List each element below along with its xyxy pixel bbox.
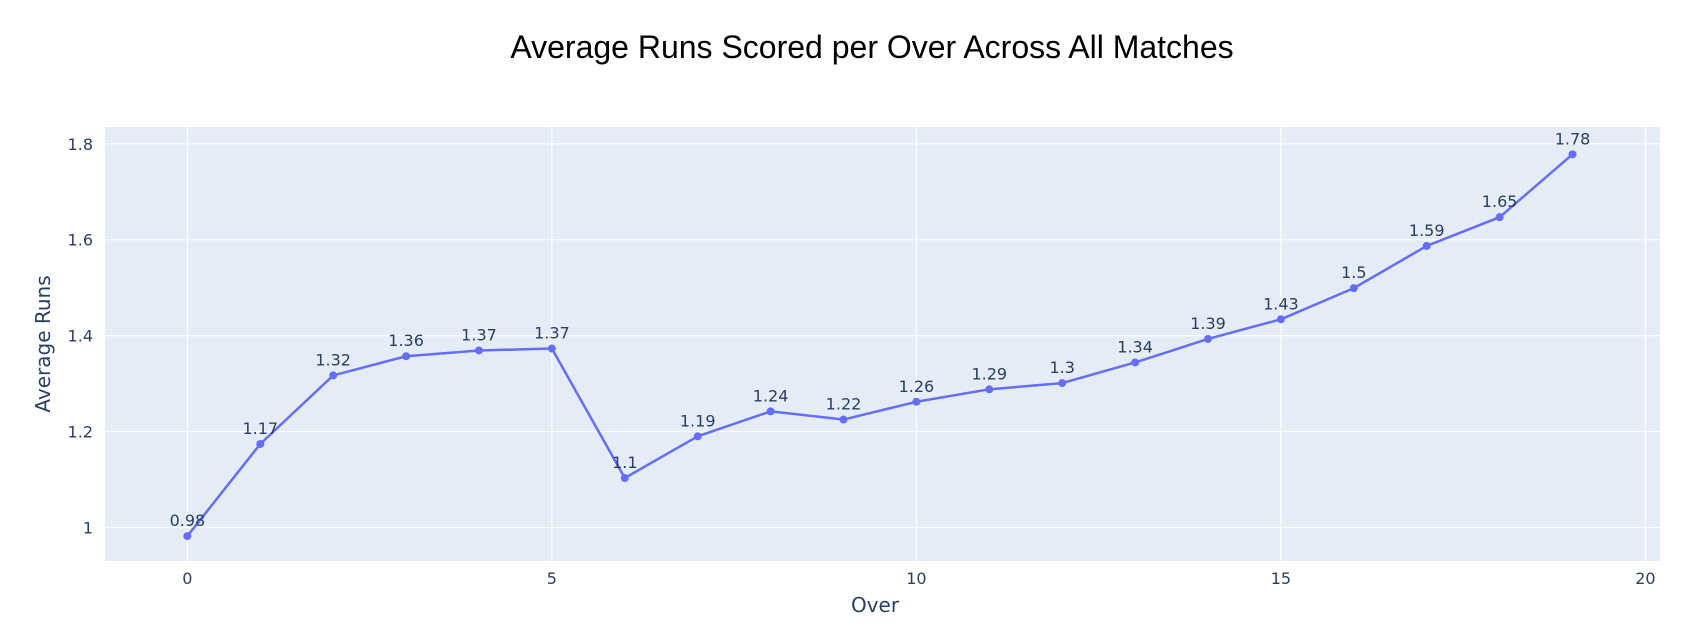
data-label: 1.19 [680,411,716,430]
plot-background [105,127,1660,561]
y-tick-label: 1.6 [68,231,93,250]
y-axis-title: Average Runs [31,275,55,412]
data-labels: 0.98 1.17 1.32 1.36 1.37 1.37 1.1 1.19 1.24 1.22 1… [170,129,1591,530]
data-point [912,397,921,406]
x-tick-label: 15 [1271,569,1291,588]
data-point [1276,315,1285,324]
data-label: 1.39 [1190,314,1226,333]
data-point [1422,241,1431,250]
data-point [839,415,848,424]
data-label: 1.34 [1117,337,1153,356]
data-point [547,344,556,353]
data-label: 1.65 [1482,192,1518,211]
data-label: 1.1 [612,453,637,472]
data-point [1568,150,1577,159]
data-point [1495,213,1504,222]
data-point [693,432,702,441]
data-point [985,385,994,394]
data-label: 1.43 [1263,294,1299,313]
y-tick-label: 1.4 [68,327,93,346]
x-tick-label: 10 [906,569,926,588]
data-points [183,150,1577,541]
data-label: 1.26 [899,377,935,396]
data-point [1131,358,1140,367]
data-point [256,439,265,448]
data-label: 1.37 [534,324,570,343]
grid-lines [105,127,1660,561]
data-label: 1.22 [826,395,862,414]
data-label: 1.5 [1341,263,1366,282]
data-label: 1.3 [1049,358,1074,377]
y-axis-ticks: 1 1.2 1.4 1.6 1.8 [68,135,93,538]
x-axis-title: Over [851,593,900,617]
data-point [329,371,338,380]
data-label: 1.78 [1555,129,1591,148]
data-point [1204,334,1213,343]
data-label: 1.29 [971,364,1007,383]
data-point [402,352,411,361]
chart-title: Average Runs Scored per Over Across All … [510,29,1233,65]
data-label: 1.24 [753,386,789,405]
series-line [186,153,1574,537]
data-point [620,474,629,483]
data-label: 1.37 [461,325,497,344]
data-label: 0.98 [170,511,206,530]
y-tick-label: 1 [83,518,93,537]
y-tick-label: 1.2 [68,423,93,442]
data-label: 1.59 [1409,221,1445,240]
data-point [183,532,192,541]
data-point [474,346,483,355]
data-label: 1.17 [242,419,278,438]
x-tick-label: 5 [547,569,557,588]
x-tick-label: 20 [1635,569,1655,588]
data-label: 1.36 [388,331,424,350]
x-axis-ticks: 0 5 10 15 20 [182,569,1655,588]
data-point [766,407,775,416]
data-label: 1.32 [315,350,351,369]
x-tick-label: 0 [182,569,192,588]
data-point [1058,379,1067,388]
y-tick-label: 1.8 [68,135,93,154]
data-point [1349,284,1358,293]
